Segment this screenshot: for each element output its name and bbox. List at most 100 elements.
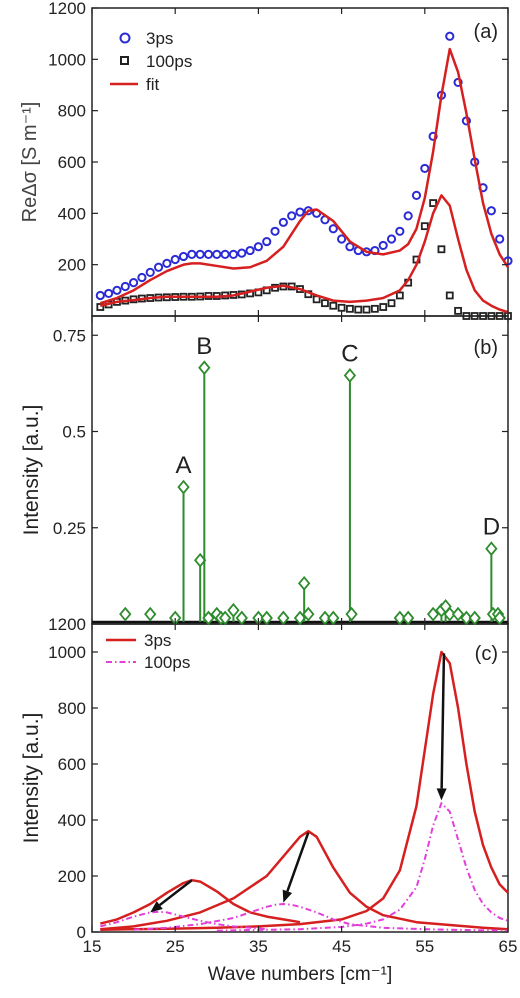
stem-marker: [202, 610, 215, 626]
stem-marker: [393, 610, 407, 626]
point-100ps: [362, 305, 371, 314]
curve-3ps: [100, 650, 509, 932]
stem-marker: [119, 606, 132, 622]
shift-arrow: [158, 879, 193, 907]
y-tick-label: 600: [58, 755, 86, 774]
y-tick-label: 800: [58, 699, 86, 718]
panel-b-frame: [91, 315, 509, 625]
curve-100ps: [133, 903, 509, 932]
point-3ps: [403, 211, 413, 221]
x-tick-label: 55: [415, 937, 434, 956]
panel-a-plot: [95, 31, 513, 320]
point-3ps: [145, 267, 155, 277]
point-100ps: [395, 291, 404, 300]
point-3ps: [278, 217, 288, 227]
y-tick-label: 0.5: [62, 423, 86, 442]
point-100ps: [479, 312, 487, 320]
point-3ps: [428, 131, 438, 141]
point-100ps: [495, 312, 504, 320]
point-100ps: [420, 222, 429, 231]
y-tick-label: 600: [58, 153, 86, 172]
panel-b-baseline-label: 1200: [48, 615, 86, 634]
point-3ps: [386, 234, 397, 244]
y-tick-label: 0: [77, 923, 86, 942]
y-tick-label: 200: [58, 867, 86, 886]
point-3ps: [328, 224, 338, 234]
stem-marker: [451, 606, 465, 622]
point-100ps: [370, 304, 379, 313]
point-3ps: [162, 258, 172, 268]
fit-curve: [100, 194, 509, 314]
point-3ps: [104, 288, 114, 299]
legend-c-3ps-label: 3ps: [144, 631, 171, 650]
point-3ps: [411, 190, 422, 200]
stem-marker: [277, 610, 290, 626]
curve-3ps: [100, 829, 509, 931]
point-100ps: [445, 291, 454, 300]
point-3ps: [420, 163, 430, 174]
point-100ps: [354, 305, 363, 314]
point-3ps: [178, 251, 189, 262]
point-3ps: [337, 234, 347, 244]
peak-label: C: [341, 340, 358, 367]
y-tick-label: 1000: [48, 643, 86, 662]
point-100ps: [96, 303, 105, 311]
x-tick-label: 65: [499, 937, 518, 956]
legend-a: 3ps 100ps fit: [110, 29, 192, 94]
panel-b-plot: A B C D: [92, 333, 508, 626]
point-3ps: [486, 206, 496, 216]
point-100ps: [346, 304, 354, 313]
stem-marker: [177, 479, 190, 495]
stem-marker: [327, 610, 340, 626]
point-3ps: [195, 249, 205, 259]
point-3ps: [212, 249, 222, 259]
point-100ps: [321, 299, 329, 308]
point-3ps: [262, 236, 272, 247]
shift-arrow-head: [282, 889, 293, 903]
point-3ps: [129, 278, 139, 288]
point-3ps: [120, 281, 130, 292]
stem-marker: [493, 610, 506, 626]
curve-3ps: [100, 878, 301, 925]
point-3ps: [170, 254, 180, 265]
point-3ps: [287, 211, 297, 221]
shift-arrow: [440, 653, 446, 789]
peak-label: A: [176, 452, 192, 479]
point-3ps: [112, 285, 122, 295]
point-100ps: [437, 245, 446, 254]
axes-ticks: 15 25 35 45 55 65 200 400 600 800 1000 1200 0.25 0.5 0…: [48, 0, 517, 956]
y-tick-label: 1000: [48, 50, 86, 69]
point-3ps: [220, 249, 230, 259]
shift-arrow-head: [436, 788, 447, 801]
point-3ps: [153, 262, 164, 272]
panel-c-plot: [100, 650, 509, 932]
stem-marker: [302, 606, 315, 622]
shift-arrow-head: [150, 901, 163, 913]
x-axis-label: Wave numbers [cm⁻¹]: [208, 964, 393, 985]
stem-marker: [343, 368, 357, 383]
y-tick-label: 800: [58, 102, 86, 121]
stem-marker: [485, 541, 498, 557]
y-tick-label: 200: [58, 256, 86, 275]
point-100ps: [454, 306, 462, 315]
fit-curve: [99, 47, 510, 305]
point-100ps: [462, 312, 471, 320]
peak-label: B: [196, 333, 212, 360]
panel-b-ylabel: Intensity [a.u.]: [20, 405, 43, 536]
y-tick-label: 400: [58, 204, 86, 223]
stem-marker: [460, 610, 473, 626]
x-tick-label: 15: [83, 937, 102, 956]
point-3ps: [395, 226, 405, 236]
y-tick-label: 0.25: [53, 519, 86, 538]
panel-a-ylabel: ReΔσ [S m⁻¹]: [19, 102, 41, 223]
point-3ps: [270, 226, 280, 236]
stem-marker: [144, 606, 157, 622]
x-tick-label: 25: [166, 937, 185, 956]
point-3ps: [245, 245, 255, 256]
peak-label: D: [483, 514, 500, 541]
point-100ps: [387, 299, 396, 308]
point-3ps: [203, 249, 214, 259]
legend-a-3ps-label: 3ps: [146, 29, 173, 48]
point-3ps: [137, 272, 147, 283]
